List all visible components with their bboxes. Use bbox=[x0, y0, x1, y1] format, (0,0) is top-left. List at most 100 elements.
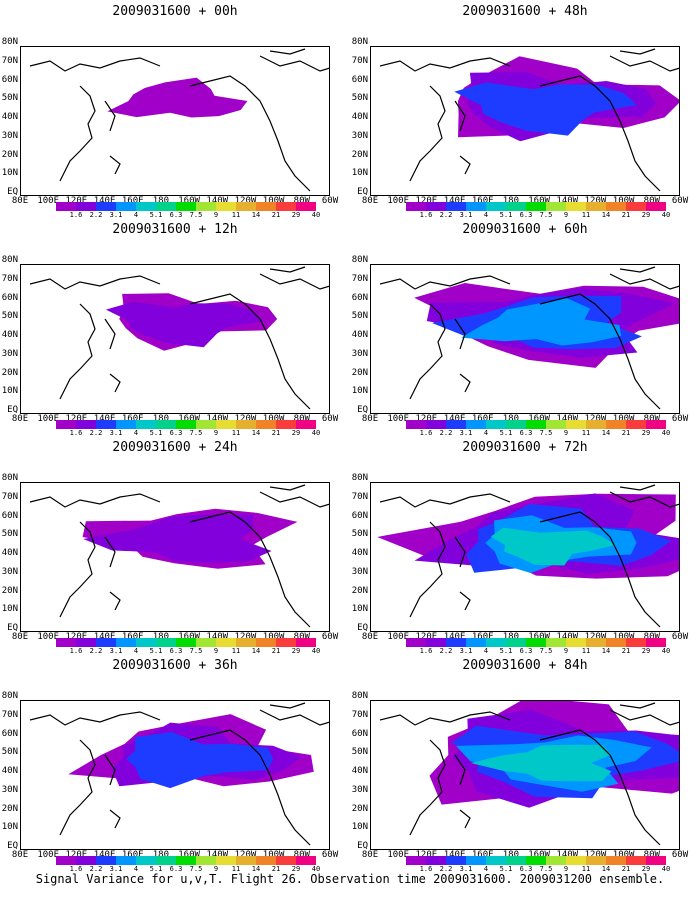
x-tick-label: 100W bbox=[262, 196, 285, 206]
y-tick-label: 40N bbox=[351, 330, 368, 340]
coastline bbox=[409, 521, 446, 618]
x-tick-label: 100E bbox=[387, 850, 410, 860]
colorbar-swatch bbox=[196, 856, 216, 865]
x-tick-label: 80W bbox=[293, 632, 310, 642]
variance-contour bbox=[461, 298, 622, 346]
y-tick-label: 50N bbox=[1, 311, 18, 322]
colorbar-label: 1.6 bbox=[419, 647, 433, 655]
colorbar-label: 21 bbox=[271, 429, 281, 437]
colorbar-label: 9 bbox=[213, 647, 219, 655]
colorbar-label: 7.5 bbox=[539, 865, 553, 873]
colorbar-swatch bbox=[426, 202, 446, 211]
colorbar-swatch bbox=[486, 856, 506, 865]
colorbar-swatch bbox=[216, 202, 236, 211]
x-tick-label: 140E bbox=[93, 632, 116, 642]
coastline bbox=[259, 55, 330, 72]
y-tick-label: 70N bbox=[351, 273, 368, 284]
colorbar-label: 14 bbox=[601, 429, 611, 437]
x-tick-label: 80W bbox=[293, 414, 310, 424]
colorbar-label: 3.1 bbox=[459, 865, 473, 873]
colorbar-swatch bbox=[546, 202, 566, 211]
colorbar-swatch bbox=[276, 202, 296, 211]
x-tick-label: 160W bbox=[528, 414, 550, 424]
x-tick-label: 100E bbox=[37, 850, 60, 860]
colorbar-swatch bbox=[506, 856, 526, 865]
colorbar-label: 29 bbox=[291, 647, 301, 655]
x-tick-label: 100W bbox=[262, 632, 285, 642]
y-tick-label: 70N bbox=[351, 491, 368, 502]
y-tick-label: 50N bbox=[351, 529, 368, 540]
colorbar-swatch bbox=[406, 202, 426, 211]
panel-title: 2009031600 + 48h bbox=[462, 4, 588, 19]
y-tick-label: 60N bbox=[351, 510, 368, 521]
colorbar-label: 40 bbox=[661, 429, 671, 437]
y-tick-label: 20N bbox=[1, 149, 18, 160]
y-tick-label: 20N bbox=[351, 149, 368, 160]
colorbar-swatch bbox=[136, 202, 156, 211]
colorbar-swatch bbox=[96, 638, 116, 647]
colorbar-swatch bbox=[56, 638, 76, 647]
y-tick-label: 50N bbox=[1, 529, 18, 540]
x-tick-label: 100W bbox=[612, 850, 635, 860]
colorbar-label: 3.1 bbox=[109, 211, 123, 219]
x-tick-label: 80W bbox=[643, 632, 660, 642]
colorbar-label: 4 bbox=[483, 211, 489, 219]
x-tick-label: 160E bbox=[121, 196, 144, 206]
y-tick-label: 70N bbox=[1, 709, 18, 720]
colorbar-swatch bbox=[256, 202, 276, 211]
colorbar-swatch bbox=[96, 202, 116, 211]
colorbar-swatch bbox=[236, 420, 256, 429]
colorbar bbox=[406, 638, 666, 647]
variance-contour bbox=[490, 527, 616, 566]
colorbar-label: 14 bbox=[601, 865, 611, 873]
variance-map bbox=[370, 264, 680, 414]
y-tick-label: 50N bbox=[351, 747, 368, 758]
colorbar-swatch bbox=[296, 638, 316, 647]
colorbar-label: 29 bbox=[641, 647, 651, 655]
colorbar-label: 21 bbox=[621, 865, 631, 873]
colorbar-swatch bbox=[626, 420, 646, 429]
colorbar-label: 5.1 bbox=[149, 647, 163, 655]
colorbar-swatch bbox=[426, 856, 446, 865]
coastline bbox=[459, 155, 471, 175]
colorbar-swatch bbox=[176, 420, 196, 429]
colorbar-label: 3.1 bbox=[109, 647, 123, 655]
colorbar-label: 7.5 bbox=[189, 865, 203, 873]
variance-map bbox=[20, 482, 330, 632]
coastline bbox=[609, 273, 680, 290]
x-tick-label: 80E bbox=[11, 196, 29, 206]
colorbar-label: 29 bbox=[641, 211, 651, 219]
y-tick-label: 80N bbox=[351, 37, 368, 47]
colorbar-label: 1.6 bbox=[419, 211, 433, 219]
x-tick-label: 80E bbox=[11, 850, 29, 860]
x-tick-label: 80E bbox=[361, 414, 379, 424]
coastline bbox=[59, 739, 96, 836]
coastline bbox=[409, 85, 446, 182]
colorbar-swatch bbox=[526, 202, 546, 211]
colorbar-label: 9 bbox=[563, 647, 569, 655]
colorbar-swatch bbox=[96, 856, 116, 865]
colorbar-swatch bbox=[116, 202, 136, 211]
coastline bbox=[269, 266, 306, 273]
colorbar bbox=[406, 202, 666, 211]
colorbar-label: 5.1 bbox=[499, 865, 513, 873]
x-tick-label: 180 bbox=[152, 850, 170, 860]
colorbar-swatch bbox=[296, 420, 316, 429]
map-frame bbox=[370, 264, 680, 414]
x-tick-label: 180 bbox=[502, 850, 520, 860]
x-tick-label: 140W bbox=[206, 850, 229, 860]
colorbar-label: 11 bbox=[581, 647, 591, 655]
y-tick-label: 50N bbox=[1, 93, 18, 104]
y-tick-label: 40N bbox=[351, 112, 368, 122]
x-tick-label: 100E bbox=[387, 196, 410, 206]
colorbar-label: 7.5 bbox=[189, 429, 203, 437]
colorbar-swatch bbox=[586, 202, 606, 211]
x-tick-label: 160E bbox=[471, 414, 494, 424]
colorbar-swatch bbox=[176, 638, 196, 647]
y-tick-label: EQ bbox=[7, 405, 18, 415]
colorbar-label: 6.3 bbox=[169, 429, 183, 437]
map-frame bbox=[20, 46, 330, 196]
x-tick-label: 100E bbox=[37, 196, 60, 206]
colorbar-label: 29 bbox=[641, 865, 651, 873]
colorbar-swatch bbox=[256, 856, 276, 865]
